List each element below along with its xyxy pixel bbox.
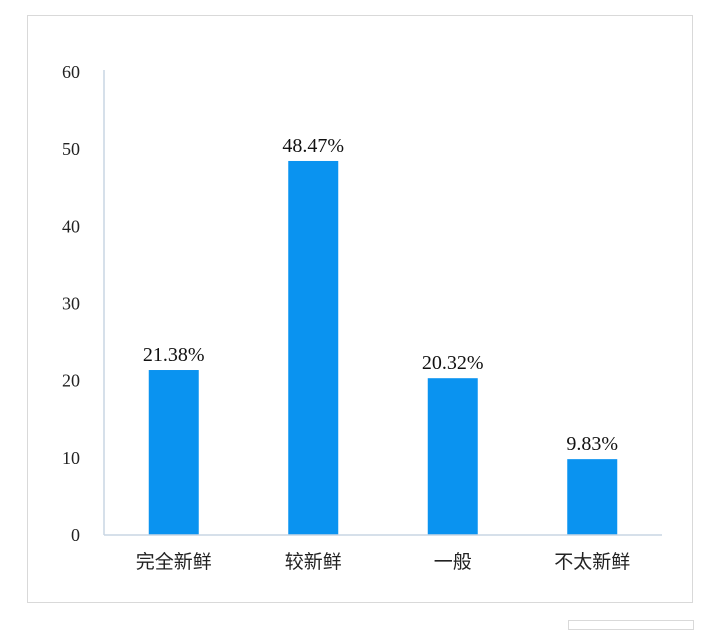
bar: [148, 370, 199, 535]
value-labels: 21.38% 48.47% 20.32% 9.83%: [143, 135, 618, 455]
bars: [148, 160, 618, 536]
x-category-label: 不太新鲜: [554, 551, 630, 573]
y-tick-label: 50: [62, 139, 80, 159]
y-tick-label: 60: [62, 62, 80, 82]
x-axis-labels: 完全新鲜 较新鲜 一般 不太新鲜: [136, 551, 631, 573]
x-category-label: 较新鲜: [285, 551, 342, 573]
x-category-label: 完全新鲜: [136, 551, 212, 573]
bar-value-label: 48.47%: [282, 135, 344, 157]
y-tick-label: 40: [62, 216, 80, 236]
y-tick-label: 30: [62, 294, 80, 314]
y-axis-ticks: 0 10 20 30 40 50 60: [62, 62, 80, 545]
x-category-label: 一般: [434, 551, 472, 573]
y-tick-label: 20: [62, 371, 80, 391]
y-tick-label: 0: [71, 525, 80, 545]
bar-value-label: 9.83%: [566, 433, 618, 455]
y-tick-label: 10: [62, 448, 80, 468]
bar: [288, 160, 339, 536]
bar-value-label: 20.32%: [422, 352, 484, 374]
bar-value-label: 21.38%: [143, 344, 205, 366]
bar: [567, 459, 618, 535]
bar: [427, 378, 478, 535]
